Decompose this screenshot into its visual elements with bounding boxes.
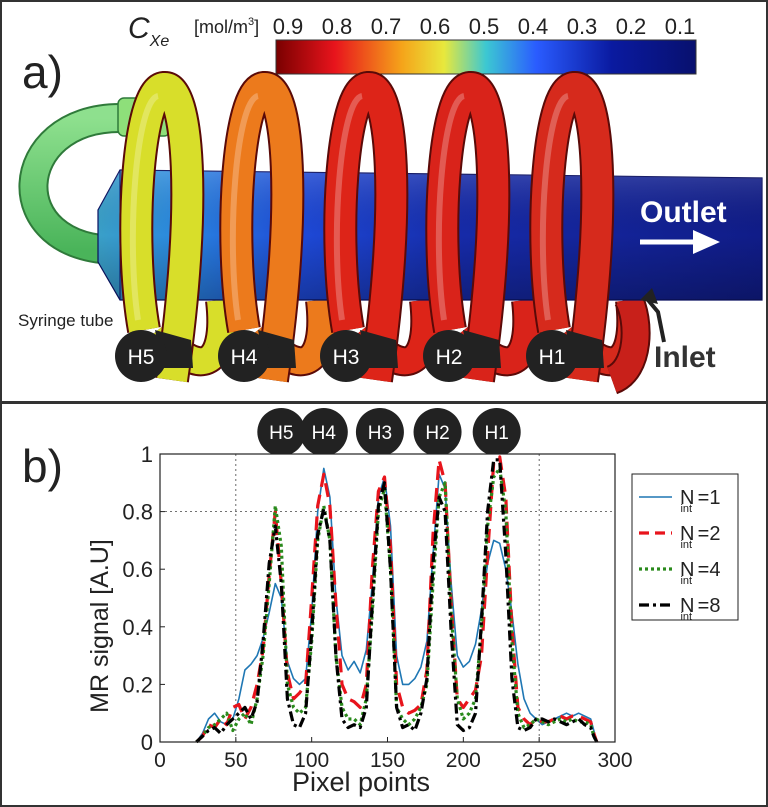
colorbar-tick-label: 0.2 bbox=[616, 14, 647, 39]
outlet-arrow-head bbox=[693, 230, 720, 254]
coil-highlight bbox=[333, 93, 364, 321]
legend-label: Nint =1 bbox=[680, 487, 720, 515]
panel-b-label: b) bbox=[22, 440, 63, 492]
colorbar-title: CXe bbox=[128, 12, 169, 50]
hole-label: H1 bbox=[539, 346, 566, 369]
coil-highlight bbox=[435, 93, 466, 321]
hole-marker bbox=[257, 408, 306, 456]
colorbar-tick-label: 0.9 bbox=[273, 14, 304, 39]
legend: Nint =1 Nint =2 Nint =4 Nint =8 bbox=[631, 473, 739, 623]
colorbar-tick-label: 0.3 bbox=[567, 14, 598, 39]
colorbar-ticks: 0.9 0.8 0.7 0.6 0.5 0.4 0.3 0.2 0.1 bbox=[273, 14, 696, 39]
legend-label: Nint =2 bbox=[680, 523, 720, 551]
coil-highlight bbox=[539, 93, 570, 321]
hole-label: H3 bbox=[333, 346, 360, 369]
x-tick-label: 250 bbox=[522, 749, 557, 772]
coils-front bbox=[119, 71, 615, 383]
hole-marker bbox=[413, 408, 462, 456]
hole-label: H4 bbox=[231, 346, 258, 369]
panel-a: a) CXe [mol/m3] 0.9 0.8 0.7 0.6 0.5 0.4 0.3 0.2… bbox=[18, 12, 763, 395]
inlet-label: Inlet bbox=[654, 341, 716, 374]
panel-b: b) H5 H4 H3 H2 H1 0 50 100 150 200 250 30000.20.40… bbox=[22, 408, 739, 797]
series bbox=[195, 455, 599, 744]
y-tick-label: 0 bbox=[141, 730, 153, 755]
y-axis-label: MR signal [A.U] bbox=[86, 539, 114, 713]
y-tick-label: 1 bbox=[141, 442, 153, 467]
colorbar bbox=[275, 39, 697, 75]
coil-front bbox=[221, 73, 303, 383]
syringe-pipe bbox=[20, 105, 121, 263]
hole-marker bbox=[320, 330, 372, 382]
hole-marker bbox=[423, 330, 475, 382]
y-tick-label: 0.2 bbox=[122, 672, 153, 697]
hole-marker bbox=[472, 408, 521, 456]
x-tick-label: 50 bbox=[224, 749, 247, 772]
x-tick-label: 200 bbox=[446, 749, 481, 772]
hole-label: H1 bbox=[485, 423, 509, 444]
coil-front bbox=[427, 73, 509, 383]
x-tick-label: 300 bbox=[597, 749, 632, 772]
hole-marker bbox=[355, 408, 404, 456]
inlet-pointer-tip bbox=[640, 288, 658, 304]
series-line-4 bbox=[195, 458, 599, 744]
x-tick-label: 0 bbox=[154, 749, 166, 772]
hole-label: H3 bbox=[368, 423, 392, 444]
colorbar-tick-label: 0.8 bbox=[322, 14, 353, 39]
hole-label: H2 bbox=[425, 423, 449, 444]
hole-marker bbox=[526, 330, 578, 382]
hole-label: H2 bbox=[436, 346, 463, 369]
series-line-2 bbox=[195, 455, 599, 744]
panel-a-label: a) bbox=[22, 46, 63, 98]
colorbar-tick-label: 0.7 bbox=[371, 14, 402, 39]
y-tick-label: 0.8 bbox=[122, 500, 153, 525]
inlet-pointer bbox=[646, 298, 666, 343]
hole-marker bbox=[299, 408, 348, 456]
hole-markers-b: H5 H4 H3 H2 H1 bbox=[257, 408, 521, 456]
grid bbox=[160, 454, 615, 742]
legend-box bbox=[631, 473, 739, 621]
hole-marker bbox=[115, 330, 167, 382]
hole-markers-a: H5 H4 H3 H2 H1 bbox=[115, 330, 604, 382]
hole-label: H4 bbox=[312, 423, 337, 444]
coil-highlight bbox=[229, 93, 260, 321]
colorbar-tick-label: 0.1 bbox=[665, 14, 696, 39]
legend-label: Nint =8 bbox=[680, 595, 720, 623]
coil-highlight bbox=[129, 93, 160, 321]
hole-label: H5 bbox=[128, 346, 155, 369]
coil-front bbox=[531, 73, 613, 383]
colorbar-tick-label: 0.5 bbox=[469, 14, 500, 39]
coil-front bbox=[325, 73, 407, 383]
colorbar-tick-label: 0.4 bbox=[518, 14, 549, 39]
x-axis-label: Pixel points bbox=[292, 767, 430, 797]
outlet-label: Outlet bbox=[640, 196, 727, 229]
colorbar-tick-label: 0.6 bbox=[420, 14, 451, 39]
x-tick-label: 150 bbox=[370, 749, 405, 772]
colorbar-unit: [mol/m3] bbox=[194, 16, 259, 37]
coil-front bbox=[121, 73, 203, 383]
y-tick-label: 0.6 bbox=[122, 557, 153, 582]
hole-marker bbox=[218, 330, 270, 382]
x-tick-label: 100 bbox=[294, 749, 329, 772]
legend-label: Nint =4 bbox=[680, 559, 720, 587]
y-tick-label: 0.4 bbox=[122, 615, 153, 640]
coil-inlet bbox=[606, 291, 649, 393]
axis-ticks: 0 50 100 150 200 250 300 0 0.2 0.4 0.6 0.8 1 bbox=[122, 442, 632, 772]
syringe-tube-label: Syringe tube bbox=[18, 311, 113, 330]
hole-label: H5 bbox=[269, 423, 293, 444]
